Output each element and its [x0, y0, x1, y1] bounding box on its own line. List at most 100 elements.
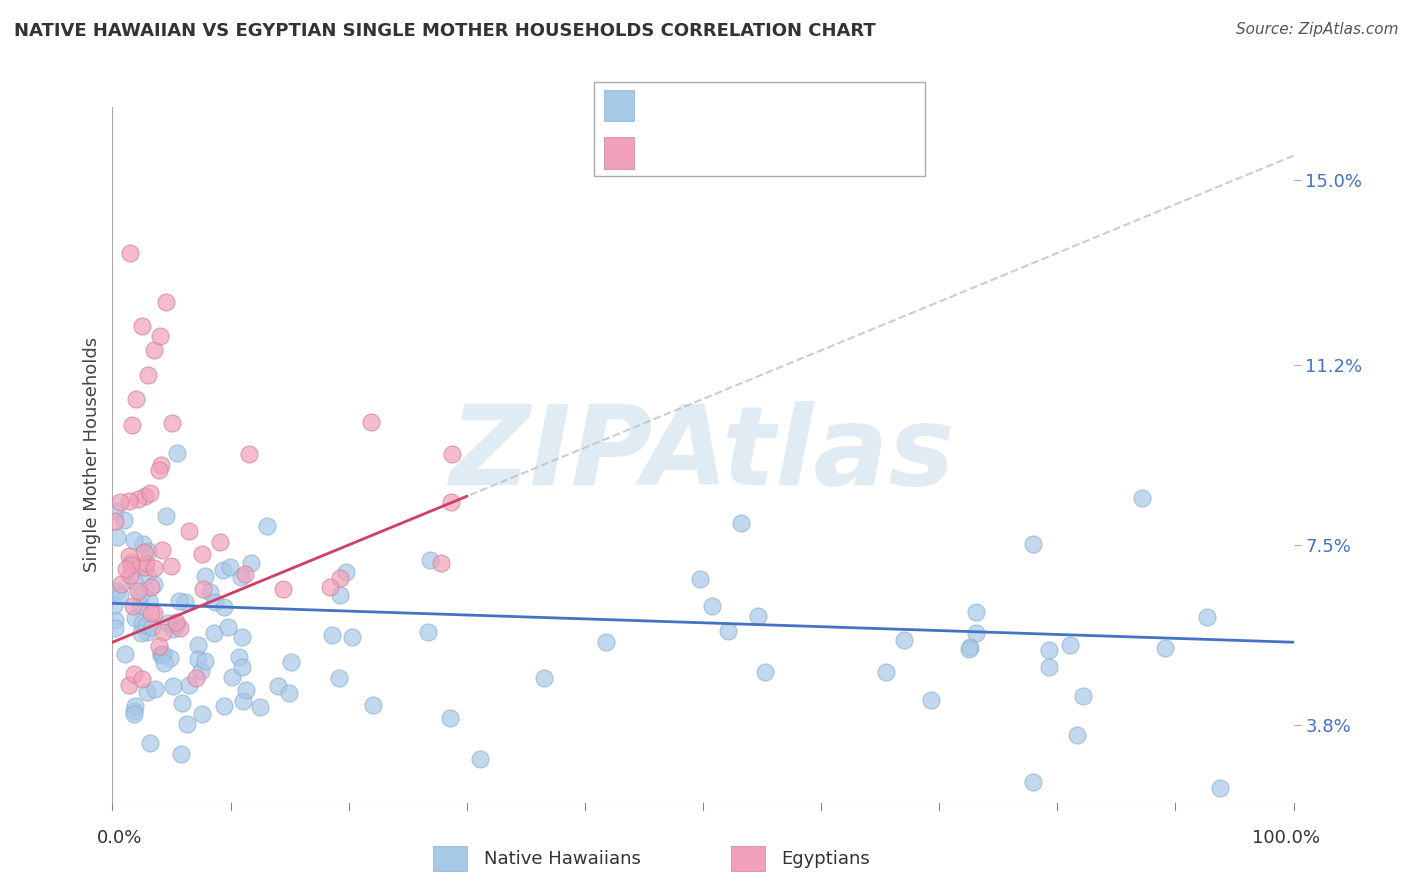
Point: [194, 654, 217, 668]
Point: [122, 574, 145, 589]
Point: [1038, 642, 1060, 657]
Point: [104, 621, 127, 635]
Point: [139, 736, 162, 750]
Point: [122, 704, 145, 718]
Point: [177, 524, 200, 539]
Point: [328, 672, 350, 686]
FancyBboxPatch shape: [593, 82, 925, 177]
Point: [150, 543, 173, 558]
Point: [319, 580, 342, 594]
Text: Source: ZipAtlas.com: Source: ZipAtlas.com: [1236, 22, 1399, 37]
Point: [131, 673, 153, 687]
Point: [1038, 660, 1060, 674]
Point: [747, 608, 769, 623]
Text: Native Hawaiians: Native Hawaiians: [484, 849, 641, 868]
FancyBboxPatch shape: [731, 847, 765, 871]
Point: [717, 624, 740, 639]
Point: [139, 485, 162, 500]
Point: [360, 415, 382, 429]
Point: [329, 571, 352, 585]
Point: [187, 638, 209, 652]
Point: [1071, 689, 1094, 703]
Point: [221, 670, 243, 684]
Point: [104, 514, 127, 528]
Point: [152, 625, 174, 640]
Point: [112, 513, 135, 527]
Point: [204, 595, 226, 609]
Point: [118, 493, 141, 508]
Point: [134, 559, 156, 574]
Point: [1022, 537, 1045, 551]
Point: [1130, 491, 1153, 505]
Point: [169, 622, 191, 636]
Point: [148, 463, 170, 477]
Text: 55: 55: [824, 144, 846, 161]
Point: [193, 582, 215, 596]
Point: [166, 618, 188, 632]
Point: [136, 368, 159, 382]
Point: [153, 656, 176, 670]
Point: [965, 626, 987, 640]
Point: [1209, 781, 1232, 796]
Point: [340, 631, 363, 645]
Point: [280, 655, 302, 669]
Point: [134, 490, 156, 504]
Point: [105, 530, 128, 544]
Point: [429, 556, 451, 570]
FancyBboxPatch shape: [605, 137, 634, 169]
Text: 0.0%: 0.0%: [97, 829, 142, 847]
Point: [202, 626, 225, 640]
Text: N =: N =: [783, 97, 820, 115]
Point: [959, 640, 981, 655]
Point: [361, 698, 384, 713]
Point: [159, 650, 181, 665]
Point: [271, 582, 294, 596]
Text: ZIPAtlas: ZIPAtlas: [450, 401, 956, 508]
Point: [131, 615, 153, 630]
Point: [965, 605, 987, 619]
Point: [256, 519, 278, 533]
Point: [135, 556, 157, 570]
Point: [1195, 610, 1218, 624]
Point: [141, 620, 163, 634]
Point: [212, 698, 235, 713]
Point: [143, 682, 166, 697]
Point: [1022, 775, 1045, 789]
Point: [1059, 638, 1081, 652]
Point: [1153, 640, 1175, 655]
Point: [139, 580, 162, 594]
Text: Egyptians: Egyptians: [782, 849, 870, 868]
Point: [191, 707, 214, 722]
Point: [131, 318, 153, 333]
Point: [689, 572, 711, 586]
Point: [700, 599, 723, 614]
Point: [120, 558, 142, 573]
Text: R =: R =: [648, 97, 683, 115]
Point: [229, 570, 252, 584]
Point: [893, 632, 915, 647]
Point: [122, 533, 145, 547]
Point: [218, 560, 240, 574]
Text: 110: 110: [824, 97, 858, 115]
Point: [127, 584, 149, 599]
Point: [875, 665, 897, 679]
Point: [129, 599, 152, 613]
FancyBboxPatch shape: [433, 847, 467, 871]
Point: [217, 619, 239, 633]
Point: [103, 598, 125, 612]
Point: [129, 587, 152, 601]
Point: [136, 685, 159, 699]
Point: [179, 678, 201, 692]
Point: [156, 615, 179, 630]
Point: [114, 647, 136, 661]
Point: [184, 671, 207, 685]
Point: [136, 543, 159, 558]
Point: [124, 611, 146, 625]
Point: [122, 707, 145, 722]
Point: [104, 504, 127, 518]
Point: [190, 665, 212, 679]
Point: [132, 545, 155, 559]
Point: [118, 549, 141, 563]
Point: [110, 577, 132, 591]
Point: [104, 613, 127, 627]
